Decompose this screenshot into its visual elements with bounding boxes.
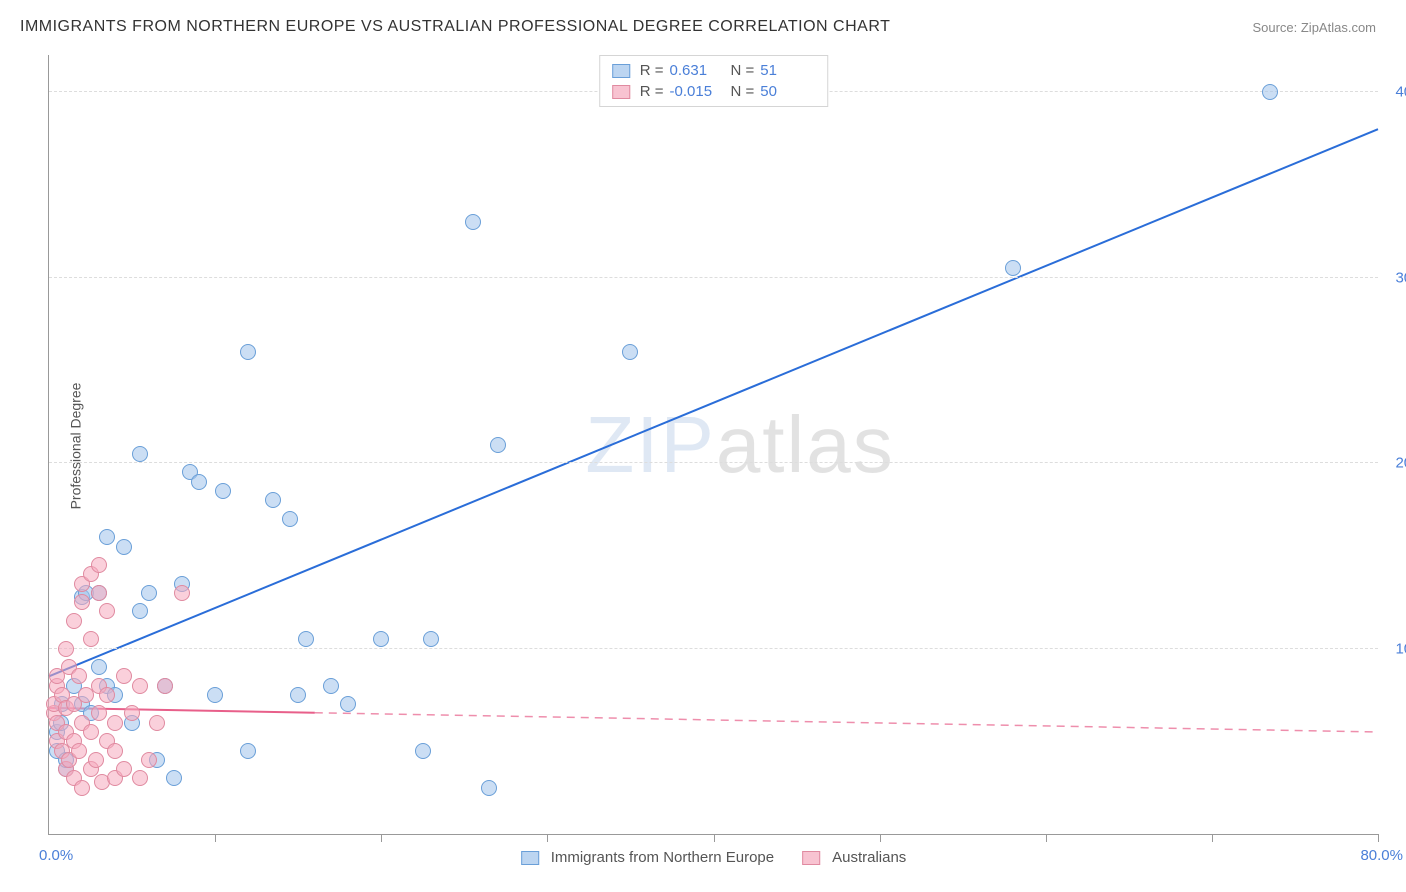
scatter-point xyxy=(423,631,439,647)
legend-label-pink: Australians xyxy=(832,849,906,866)
scatter-point xyxy=(83,724,99,740)
r-value-pink: -0.015 xyxy=(670,83,725,100)
gridline xyxy=(49,462,1378,463)
scatter-point xyxy=(132,603,148,619)
x-axis-start-label: 0.0% xyxy=(39,847,73,864)
scatter-point xyxy=(1005,260,1021,276)
x-tick xyxy=(381,834,382,842)
trend-line-solid xyxy=(49,129,1378,676)
scatter-point xyxy=(74,780,90,796)
legend-row-pink: R = -0.015 N = 50 xyxy=(612,81,816,102)
scatter-point xyxy=(373,631,389,647)
scatter-point xyxy=(91,585,107,601)
x-tick xyxy=(215,834,216,842)
swatch-blue-icon xyxy=(612,64,630,78)
x-tick xyxy=(547,834,548,842)
gridline xyxy=(49,648,1378,649)
scatter-point xyxy=(83,631,99,647)
scatter-point xyxy=(141,585,157,601)
x-tick xyxy=(1046,834,1047,842)
scatter-point xyxy=(191,474,207,490)
y-tick-label: 40.0% xyxy=(1395,84,1406,101)
scatter-point xyxy=(340,696,356,712)
scatter-point xyxy=(74,594,90,610)
scatter-point xyxy=(465,214,481,230)
scatter-point xyxy=(88,752,104,768)
scatter-point xyxy=(240,743,256,759)
y-tick-label: 10.0% xyxy=(1395,640,1406,657)
scatter-point xyxy=(622,344,638,360)
scatter-point xyxy=(107,743,123,759)
n-value-pink: 50 xyxy=(760,83,815,100)
x-tick xyxy=(1212,834,1213,842)
swatch-pink-icon xyxy=(802,851,820,865)
scatter-point xyxy=(166,770,182,786)
legend-item-pink: Australians xyxy=(802,849,906,866)
scatter-point xyxy=(116,668,132,684)
legend-label-blue: Immigrants from Northern Europe xyxy=(551,849,774,866)
scatter-point xyxy=(132,446,148,462)
swatch-blue-icon xyxy=(521,851,539,865)
scatter-point xyxy=(215,483,231,499)
scatter-point xyxy=(207,687,223,703)
scatter-point xyxy=(99,687,115,703)
scatter-point xyxy=(240,344,256,360)
y-tick-label: 20.0% xyxy=(1395,455,1406,472)
scatter-point xyxy=(99,603,115,619)
scatter-point xyxy=(71,668,87,684)
series-legend: Immigrants from Northern Europe Australi… xyxy=(521,849,907,866)
scatter-point xyxy=(107,715,123,731)
scatter-point xyxy=(265,492,281,508)
scatter-point xyxy=(116,761,132,777)
scatter-point xyxy=(141,752,157,768)
x-tick xyxy=(714,834,715,842)
scatter-point xyxy=(490,437,506,453)
scatter-point xyxy=(290,687,306,703)
x-axis-end-label: 80.0% xyxy=(1360,847,1403,864)
legend-row-blue: R = 0.631 N = 51 xyxy=(612,60,816,81)
n-label: N = xyxy=(731,83,755,100)
scatter-point xyxy=(116,539,132,555)
trend-lines xyxy=(49,55,1378,834)
scatter-point xyxy=(282,511,298,527)
r-label: R = xyxy=(640,62,664,79)
plot-area: ZIPatlas R = 0.631 N = 51 R = -0.015 N =… xyxy=(48,55,1378,835)
scatter-point xyxy=(124,705,140,721)
scatter-point xyxy=(132,770,148,786)
scatter-point xyxy=(66,613,82,629)
scatter-point xyxy=(132,678,148,694)
x-tick xyxy=(880,834,881,842)
r-label: R = xyxy=(640,83,664,100)
scatter-point xyxy=(1262,84,1278,100)
scatter-point xyxy=(415,743,431,759)
r-value-blue: 0.631 xyxy=(670,62,725,79)
scatter-point xyxy=(174,585,190,601)
scatter-point xyxy=(323,678,339,694)
scatter-point xyxy=(99,529,115,545)
correlation-legend: R = 0.631 N = 51 R = -0.015 N = 50 xyxy=(599,55,829,107)
source-label: Source: ZipAtlas.com xyxy=(1252,20,1376,35)
chart-title: IMMIGRANTS FROM NORTHERN EUROPE VS AUSTR… xyxy=(20,18,890,36)
x-tick xyxy=(1378,834,1379,842)
n-value-blue: 51 xyxy=(760,62,815,79)
y-tick-label: 30.0% xyxy=(1395,269,1406,286)
swatch-pink-icon xyxy=(612,85,630,99)
gridline xyxy=(49,277,1378,278)
scatter-point xyxy=(91,557,107,573)
scatter-point xyxy=(149,715,165,731)
n-label: N = xyxy=(731,62,755,79)
scatter-point xyxy=(157,678,173,694)
scatter-point xyxy=(71,743,87,759)
scatter-point xyxy=(91,705,107,721)
scatter-point xyxy=(58,641,74,657)
scatter-point xyxy=(481,780,497,796)
scatter-point xyxy=(91,659,107,675)
legend-item-blue: Immigrants from Northern Europe xyxy=(521,849,774,866)
trend-line-dashed xyxy=(315,713,1378,732)
scatter-point xyxy=(298,631,314,647)
